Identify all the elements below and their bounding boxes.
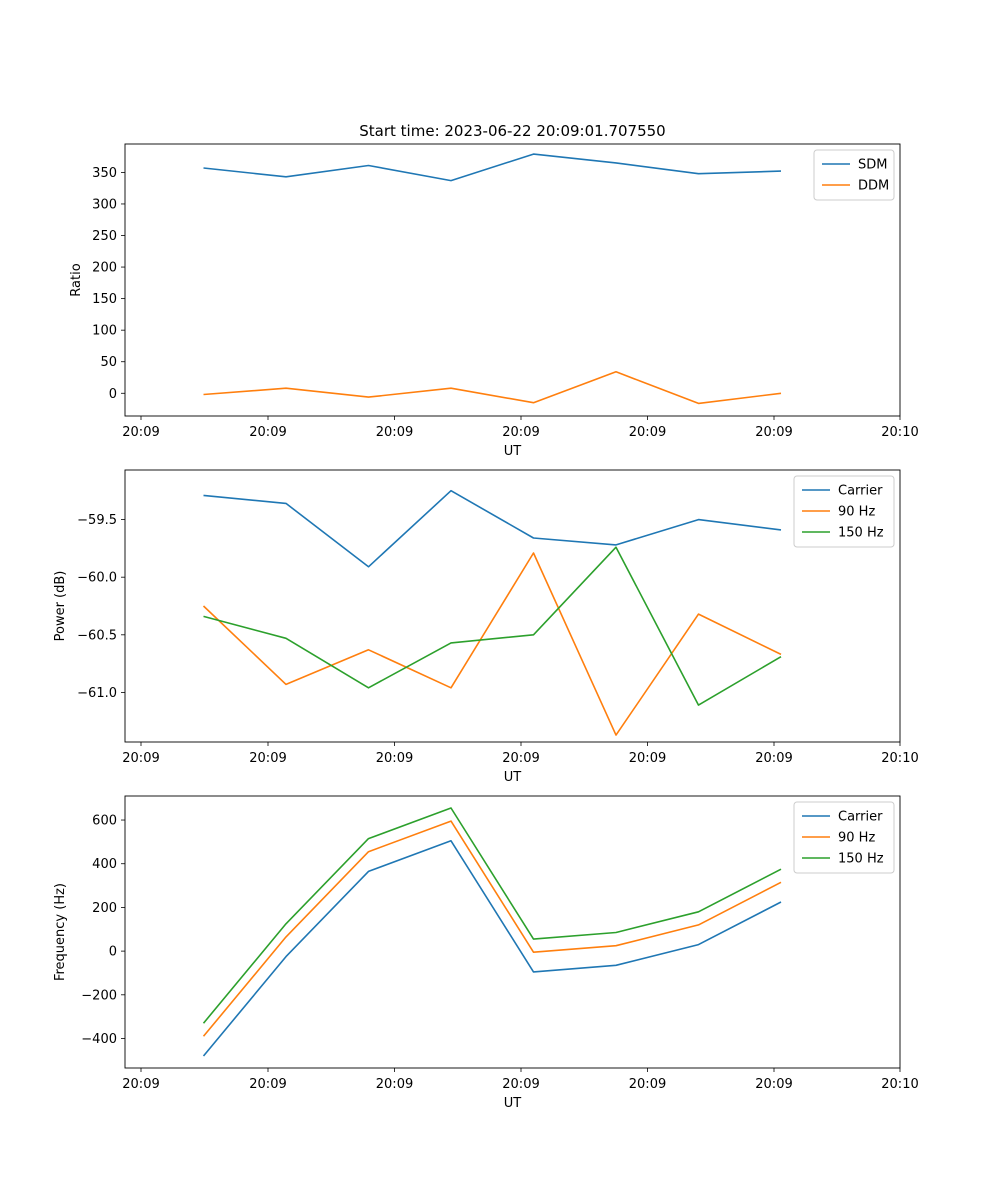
x-tick-label: 20:10 bbox=[881, 751, 918, 766]
y-tick-label: −59.5 bbox=[77, 513, 117, 528]
x-tick-label: 20:09 bbox=[502, 1077, 539, 1092]
axes-frame bbox=[124, 795, 901, 1069]
series-line-sdm bbox=[203, 153, 782, 182]
y-axis-label: Power (dB) bbox=[53, 571, 68, 642]
series-line-carrier bbox=[203, 489, 782, 568]
legend-label: Carrier bbox=[838, 810, 883, 825]
y-tick-label: 400 bbox=[92, 857, 117, 872]
x-tick-label: 20:09 bbox=[249, 751, 286, 766]
legend-label: DDM bbox=[858, 179, 889, 194]
x-tick-label: 20:09 bbox=[122, 425, 159, 440]
y-tick-label: 250 bbox=[92, 229, 117, 244]
chart-panel-3: 20:09 20:09 20:09 20:09 20:09 20:09 20:10 −400 −… bbox=[53, 795, 919, 1111]
x-tick-label: 20:09 bbox=[755, 425, 792, 440]
y-tick-label: 350 bbox=[92, 166, 117, 181]
charts-group: 20:09 20:09 20:09 20:09 20:09 20:09 20:10 0 50 10… bbox=[53, 143, 919, 1111]
y-tick-label: 100 bbox=[92, 324, 117, 339]
legend: Carrier 90 Hz 150 Hz bbox=[793, 475, 895, 548]
legend-label: SDM bbox=[858, 158, 887, 173]
y-tick-label: −200 bbox=[81, 988, 117, 1003]
legend-box bbox=[793, 801, 895, 874]
x-tick-label: 20:09 bbox=[629, 751, 666, 766]
x-tick-label: 20:09 bbox=[629, 1077, 666, 1092]
legend-box bbox=[813, 149, 895, 201]
y-axis-label: Ratio bbox=[69, 263, 84, 296]
legend-label: Carrier bbox=[838, 484, 883, 499]
x-tick-label: 20:09 bbox=[502, 425, 539, 440]
x-tick-label: 20:10 bbox=[881, 1077, 918, 1092]
y-tick-label: −400 bbox=[81, 1032, 117, 1047]
x-axis-label: UT bbox=[504, 770, 522, 785]
x-axis-label: UT bbox=[504, 1096, 522, 1111]
series-line-150-hz bbox=[203, 546, 782, 706]
legend-label: 90 Hz bbox=[838, 505, 875, 520]
y-tick-label: −61.0 bbox=[77, 686, 117, 701]
series-line-ddm bbox=[203, 370, 782, 405]
x-tick-label: 20:09 bbox=[755, 751, 792, 766]
y-tick-label: 0 bbox=[109, 387, 117, 402]
y-tick-label: −60.5 bbox=[77, 628, 117, 643]
x-tick-label: 20:09 bbox=[249, 425, 286, 440]
y-tick-label: 50 bbox=[100, 355, 117, 370]
y-tick-label: 200 bbox=[92, 261, 117, 276]
x-tick-label: 20:09 bbox=[122, 751, 159, 766]
chart-panel-2: 20:09 20:09 20:09 20:09 20:09 20:09 20:10 −61.0… bbox=[53, 469, 919, 785]
legend-box bbox=[793, 475, 895, 548]
y-axis-label: Frequency (Hz) bbox=[53, 883, 68, 981]
y-tick-label: 600 bbox=[92, 814, 117, 829]
legend-label: 150 Hz bbox=[838, 852, 884, 867]
y-tick-label: −60.0 bbox=[77, 571, 117, 586]
legend-label: 90 Hz bbox=[838, 831, 875, 846]
axes-frame bbox=[124, 469, 901, 743]
figure-title: Start time: 2023-06-22 20:09:01.707550 bbox=[359, 122, 665, 140]
x-tick-label: 20:09 bbox=[755, 1077, 792, 1092]
x-tick-label: 20:09 bbox=[502, 751, 539, 766]
series-line-90-hz bbox=[202, 820, 782, 1037]
x-tick-label: 20:10 bbox=[881, 425, 918, 440]
x-tick-label: 20:09 bbox=[629, 425, 666, 440]
x-tick-label: 20:09 bbox=[249, 1077, 286, 1092]
x-tick-label: 20:09 bbox=[376, 751, 413, 766]
series-line-90-hz bbox=[202, 552, 782, 736]
axes-frame bbox=[124, 143, 901, 417]
legend-label: 150 Hz bbox=[838, 526, 884, 541]
legend: Carrier 90 Hz 150 Hz bbox=[793, 801, 895, 874]
y-tick-label: 200 bbox=[92, 901, 117, 916]
x-tick-label: 20:09 bbox=[376, 425, 413, 440]
y-tick-label: 0 bbox=[109, 945, 117, 960]
series-line-150-hz bbox=[202, 807, 782, 1024]
chart-panel-1: 20:09 20:09 20:09 20:09 20:09 20:09 20:10 0 50 10… bbox=[69, 143, 919, 459]
legend: SDM DDM bbox=[813, 149, 895, 201]
x-tick-label: 20:09 bbox=[376, 1077, 413, 1092]
y-tick-label: 300 bbox=[92, 197, 117, 212]
x-tick-label: 20:09 bbox=[122, 1077, 159, 1092]
x-axis-label: UT bbox=[504, 444, 522, 459]
series-line-carrier bbox=[202, 839, 782, 1057]
y-tick-label: 150 bbox=[92, 292, 117, 307]
